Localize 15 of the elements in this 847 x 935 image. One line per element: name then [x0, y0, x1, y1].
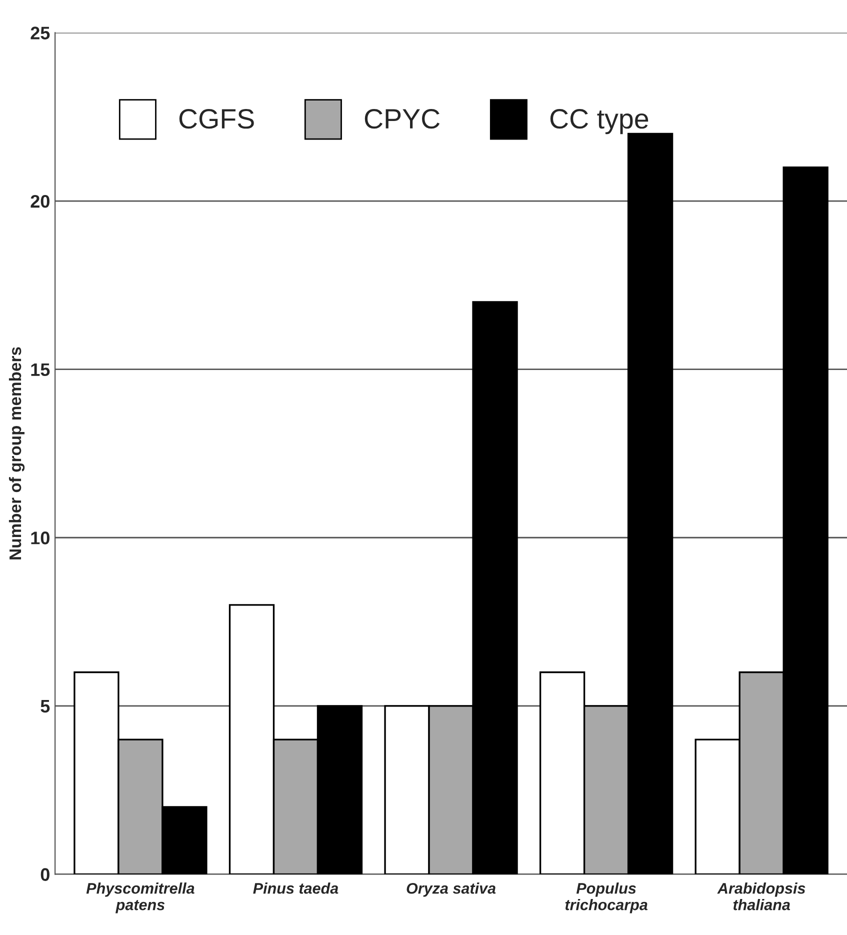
y-tick-label: 0 — [40, 868, 50, 881]
x-tick-label: Arabidopsis thaliana — [717, 882, 806, 910]
y-tick-label: 15 — [31, 363, 50, 376]
x-tick-label: Physcomitrella patens — [86, 882, 194, 914]
x-tick-label: Populus trichocarpa — [565, 882, 648, 914]
x-tick-label: Oryza sativa — [406, 882, 496, 897]
x-tick-label: Pinus taeda — [253, 882, 338, 894]
y-tick-label: 10 — [31, 532, 50, 544]
y-tick-label: 20 — [30, 194, 50, 208]
legend-label: CGFS — [179, 109, 254, 129]
y-tick-label: 5 — [40, 700, 50, 713]
y-tick-label: 25 — [30, 26, 50, 40]
y-axis-title: Number of group members — [8, 347, 25, 560]
legend-label: CPYC — [364, 109, 440, 129]
legend-label: CC type — [550, 109, 648, 134]
